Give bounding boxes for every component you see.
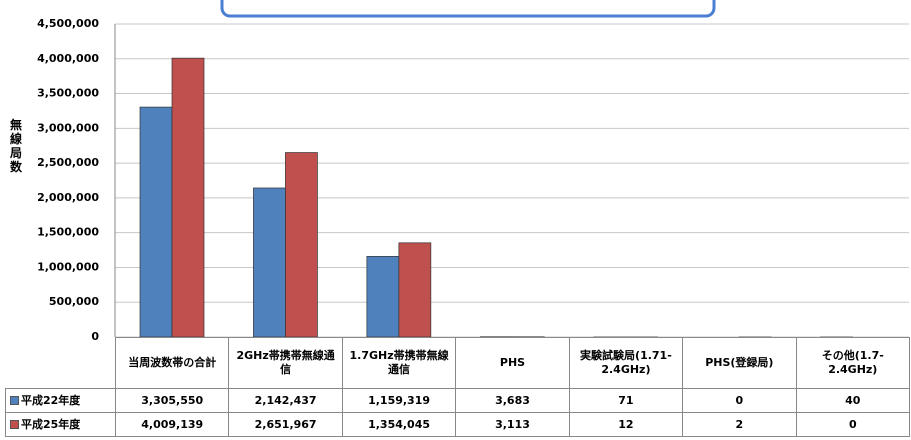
value-cell: 1,354,045 (341, 412, 457, 437)
y-tick-label: 1,000,000 (37, 260, 99, 273)
value-cell: 0 (682, 388, 797, 413)
value-cell: 0 (795, 412, 910, 437)
category-cell: PHS(登録局) (682, 337, 797, 389)
y-tick-label: 3,000,000 (37, 121, 99, 134)
y-tick-label: 4,500,000 (37, 17, 99, 30)
value-cell: 2,651,967 (228, 412, 343, 437)
legend-marker (10, 420, 19, 429)
y-tick-label: 500,000 (49, 295, 99, 308)
bar (285, 152, 318, 338)
legend-label: 平成22年度 (21, 393, 81, 407)
value-cell: 2 (682, 412, 797, 437)
legend-label: 平成25年度 (21, 417, 81, 431)
category-cell: 2GHz帯携帯無線通信 (228, 337, 343, 389)
y-tick-label: 0 (91, 330, 99, 343)
category-cell: その他(1.7-2.4GHz) (795, 337, 910, 389)
bar (253, 187, 286, 338)
y-tick-label: 1,500,000 (37, 226, 99, 239)
legend-cell: 平成25年度 (5, 412, 116, 437)
y-tick-label: 3,500,000 (37, 87, 99, 100)
callout-box (220, 0, 716, 18)
y-tick-label: 4,000,000 (37, 52, 99, 65)
category-cell: 1.7GHz帯携帯無線通信 (341, 337, 457, 389)
bar (171, 57, 205, 338)
value-cell: 3,305,550 (115, 388, 230, 413)
legend-marker (10, 396, 19, 405)
bar (398, 242, 432, 338)
bar (139, 106, 173, 338)
value-cell: 40 (795, 388, 910, 413)
category-cell: 実験試験局(1.71-2.4GHz) (568, 337, 684, 389)
legend-cell: 平成22年度 (5, 388, 116, 413)
value-cell: 3,113 (455, 412, 570, 437)
category-cell: PHS (455, 337, 570, 389)
y-axis-label: 無線局数 (10, 118, 23, 174)
value-cell: 1,159,319 (341, 388, 457, 413)
value-cell: 3,683 (455, 388, 570, 413)
value-cell: 2,142,437 (228, 388, 343, 413)
bar (366, 256, 400, 338)
value-cell: 71 (568, 388, 684, 413)
category-cell: 当周波数帯の合計 (115, 337, 230, 389)
value-cell: 4,009,139 (115, 412, 230, 437)
y-tick-label: 2,000,000 (37, 191, 99, 204)
value-cell: 12 (568, 412, 684, 437)
y-tick-label: 2,500,000 (37, 156, 99, 169)
